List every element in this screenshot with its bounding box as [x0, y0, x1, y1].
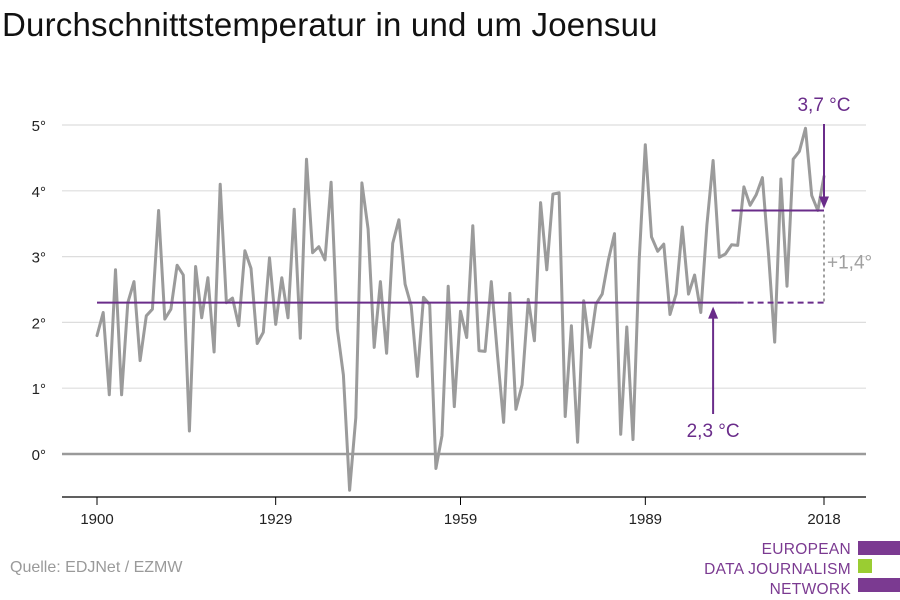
y-tick-label: 5°	[32, 118, 46, 135]
logo-line-2: DATA JOURNALISM	[704, 561, 851, 578]
x-tick-label: 1989	[629, 511, 662, 528]
logo-bar-purple-1	[858, 541, 900, 555]
delta-label: +1,4°	[827, 253, 872, 274]
baseline-arrow-head	[708, 306, 719, 319]
y-tick-label: 0°	[32, 447, 46, 464]
y-tick-label: 3°	[32, 250, 46, 267]
annotations: +1,4° 2,3 °C 3,7 °C	[97, 95, 872, 442]
y-tick-label: 1°	[32, 381, 46, 398]
logo-bar-purple-3	[858, 578, 900, 592]
chart-title: Durchschnittstemperatur in und um Joensu…	[2, 6, 658, 43]
recent-label: 3,7 °C	[797, 95, 850, 116]
y-tick-label: 2°	[32, 315, 46, 332]
x-tick-label: 1900	[80, 511, 113, 528]
logo-text: EUROPEAN DATA JOURNALISM NETWORK	[704, 540, 851, 600]
series-line-temperature	[95, 126, 826, 492]
source-label: Quelle: EDJNet / EZMW	[10, 559, 183, 576]
logo-line-3: NETWORK	[769, 581, 851, 598]
baseline-label: 2,3 °C	[687, 421, 740, 442]
x-tick-label: 2018	[807, 511, 840, 528]
x-tick-label: 1929	[259, 511, 292, 528]
edjnet-logo: EUROPEAN DATA JOURNALISM NETWORK	[700, 538, 900, 598]
recent-arrow-head	[819, 196, 829, 209]
x-tick-label: 1959	[444, 511, 477, 528]
logo-line-1: EUROPEAN	[761, 541, 851, 558]
y-tick-label: 4°	[32, 184, 46, 201]
x-axis-ticks: 1900 1929 1959 1989 2018	[80, 497, 841, 528]
logo-bar-green	[858, 559, 872, 573]
y-axis-ticks: 0° 1° 2° 3° 4° 5°	[32, 118, 46, 464]
